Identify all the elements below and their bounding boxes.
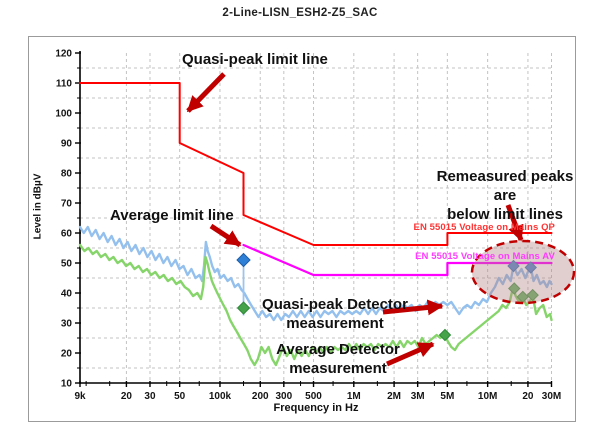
trace-qp-line <box>78 225 553 322</box>
remeasured-peaks-arrow <box>505 204 524 242</box>
x-tick-label: 5M <box>440 391 454 402</box>
x-tick-label: 30 <box>144 391 156 402</box>
x-tick-label: 20 <box>522 391 534 402</box>
x-tick-label: 10M <box>478 391 497 402</box>
y-tick-label: 120 <box>55 49 72 60</box>
y-tick-label: 60 <box>61 229 73 240</box>
x-tick-label: 3M <box>411 391 425 402</box>
quasi-peak-limit-arrow <box>186 72 226 113</box>
y-axis-title: Level in dBµV <box>32 173 44 240</box>
remeasured-peaks-annotation: Remeasured peaks are below limit lines <box>436 168 574 223</box>
x-tick-label: 200 <box>252 391 269 402</box>
en55015-av-limit-label: EN 55015 Voltage on Mains AV <box>415 251 555 262</box>
x-tick-label: 50 <box>174 391 186 402</box>
av-peak-5M <box>438 328 452 342</box>
x-tick-label: 2M <box>387 391 401 402</box>
av-remeasured-peak-15.5M <box>508 282 521 295</box>
quasi-peak-limit-annotation: Quasi-peak limit line <box>182 51 328 68</box>
quasi-peak-measurement-annotation: Quasi-peak Detector measurement <box>262 296 408 332</box>
limit-qp-line <box>79 82 553 246</box>
quasi-peak-meas-arrow <box>382 299 444 316</box>
y-tick-label: 110 <box>56 79 73 90</box>
x-tick-label: 30M <box>542 391 561 402</box>
x-axis-title: Frequency in Hz <box>273 402 359 414</box>
av-remeasured-peak-21.5M <box>526 288 539 302</box>
en55015-qp-limit-label: EN 55015 Voltage on Mains QP <box>413 222 555 233</box>
y-tick-label: 70 <box>61 199 73 210</box>
y-tick-label: 40 <box>61 289 73 300</box>
average-limit-arrow <box>209 223 242 248</box>
av-remeasured-peak-150k <box>236 301 251 315</box>
chart-title: 2-Line-LISN_ESH2-Z5_SAC <box>222 7 378 19</box>
limit-av-line <box>242 243 553 277</box>
qp-remeasured-peak-15M <box>507 259 520 273</box>
y-tick-label: 30 <box>61 319 73 330</box>
y-tick-label: 100 <box>55 109 72 120</box>
x-tick-label: 1M <box>347 391 361 402</box>
y-tick-label: 90 <box>61 139 73 150</box>
average-meas-arrow <box>386 341 435 367</box>
average-limit-annotation: Average limit line <box>110 207 234 224</box>
x-tick-label: 500 <box>305 391 322 402</box>
y-tick-label: 50 <box>61 259 73 270</box>
x-tick-label: 9k <box>74 391 86 402</box>
qp-remeasured-peak-21M <box>524 261 537 274</box>
qp-remeasured-peak-150k <box>236 252 251 268</box>
y-tick-label: 10 <box>61 379 73 390</box>
y-tick-label: 20 <box>61 349 73 360</box>
trace-av-line <box>78 243 553 367</box>
x-tick-label: 300 <box>275 391 292 402</box>
y-tick-label: 80 <box>61 169 73 180</box>
x-tick-label: 20 <box>121 391 133 402</box>
average-measurement-annotation: Average Detector measurement <box>276 341 400 377</box>
x-tick-label: 100k <box>209 391 232 402</box>
chart-frame <box>28 36 576 422</box>
